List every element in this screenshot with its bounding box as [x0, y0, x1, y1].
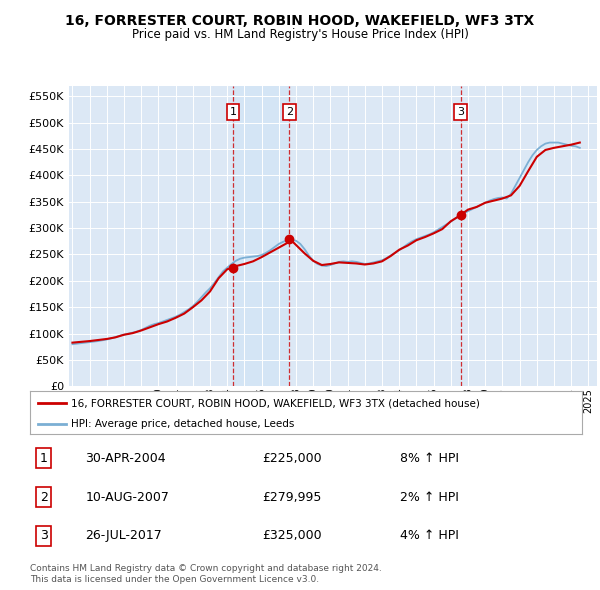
Bar: [233, 86, 289, 386]
Text: This data is licensed under the Open Government Licence v3.0.: This data is licensed under the Open Gov…: [30, 575, 319, 584]
Text: 8% ↑ HPI: 8% ↑ HPI: [400, 452, 459, 465]
Text: 3: 3: [457, 107, 464, 117]
Text: 26-JUL-2017: 26-JUL-2017: [85, 529, 162, 542]
Text: Price paid vs. HM Land Registry's House Price Index (HPI): Price paid vs. HM Land Registry's House …: [131, 28, 469, 41]
Text: 16, FORRESTER COURT, ROBIN HOOD, WAKEFIELD, WF3 3TX: 16, FORRESTER COURT, ROBIN HOOD, WAKEFIE…: [65, 14, 535, 28]
Text: 2% ↑ HPI: 2% ↑ HPI: [400, 490, 459, 504]
Text: HPI: Average price, detached house, Leeds: HPI: Average price, detached house, Leed…: [71, 419, 295, 430]
Text: Contains HM Land Registry data © Crown copyright and database right 2024.: Contains HM Land Registry data © Crown c…: [30, 563, 382, 573]
Text: 1: 1: [229, 107, 236, 117]
Text: 3: 3: [40, 529, 48, 542]
Text: 1: 1: [40, 452, 48, 465]
Text: 4% ↑ HPI: 4% ↑ HPI: [400, 529, 459, 542]
Text: 10-AUG-2007: 10-AUG-2007: [85, 490, 169, 504]
Text: £225,000: £225,000: [262, 452, 322, 465]
Text: 30-APR-2004: 30-APR-2004: [85, 452, 166, 465]
Text: 2: 2: [286, 107, 293, 117]
Text: £325,000: £325,000: [262, 529, 322, 542]
Text: £279,995: £279,995: [262, 490, 321, 504]
Text: 16, FORRESTER COURT, ROBIN HOOD, WAKEFIELD, WF3 3TX (detached house): 16, FORRESTER COURT, ROBIN HOOD, WAKEFIE…: [71, 398, 480, 408]
Text: 2: 2: [40, 490, 48, 504]
